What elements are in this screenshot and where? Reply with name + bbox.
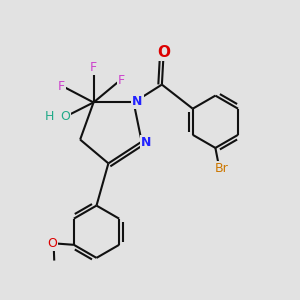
Text: O: O xyxy=(47,236,57,250)
Text: F: F xyxy=(118,74,125,87)
Text: N: N xyxy=(141,136,151,149)
Text: O: O xyxy=(60,110,70,123)
Text: F: F xyxy=(58,80,65,93)
Text: H: H xyxy=(44,110,54,123)
Text: F: F xyxy=(90,61,97,74)
Text: N: N xyxy=(132,95,143,108)
Text: Br: Br xyxy=(215,162,229,175)
Text: O: O xyxy=(158,45,170,60)
